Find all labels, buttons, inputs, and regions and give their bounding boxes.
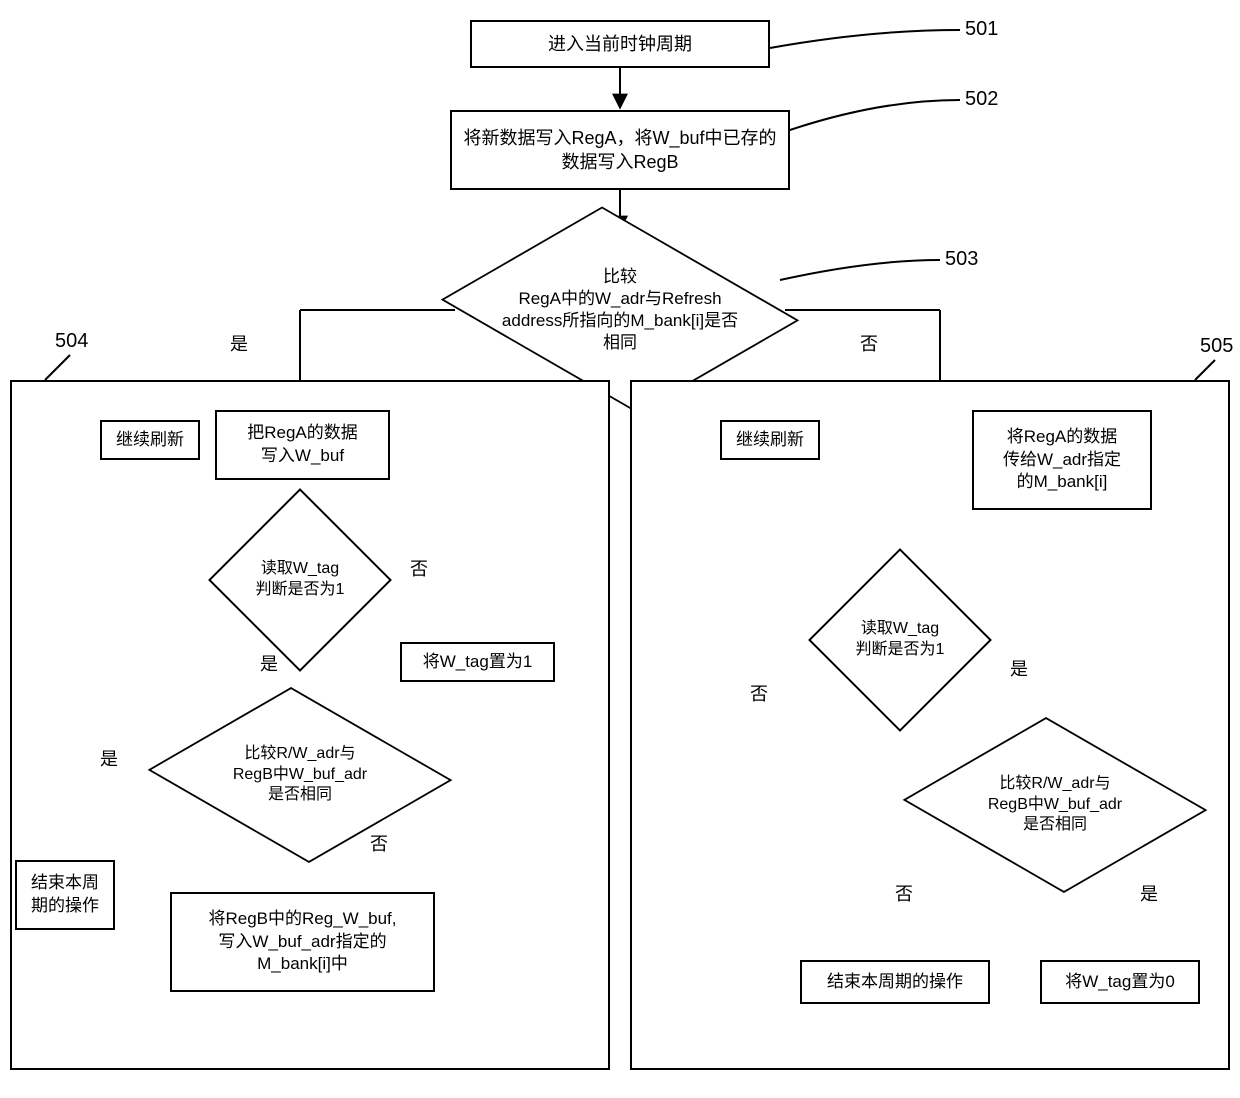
text: 将RegB中的Reg_W_buf, 写入W_buf_adr指定的 M_bank[…	[208, 908, 396, 977]
left-cmp-no: 否	[370, 830, 388, 856]
right-wtag-no: 否	[750, 680, 768, 706]
label-503-no: 否	[860, 330, 878, 356]
left-end: 结束本周 期的操作	[15, 860, 115, 930]
left-cmp-adr: 比较R/W_adr与 RegB中W_buf_adr 是否相同	[210, 695, 390, 855]
left-wtag-check: 读取W_tag 判断是否为1	[235, 515, 365, 645]
ref-505: 505	[1200, 335, 1233, 358]
ref-502: 502	[965, 88, 998, 111]
left-set-wtag1: 将W_tag置为1	[400, 642, 555, 682]
right-cmp-yes: 是	[1140, 880, 1158, 906]
left-wtag-no: 否	[410, 555, 428, 581]
decision-compare-wadr-refresh: 比较 RegA中的W_adr与Refresh address所指向的M_bank…	[510, 220, 730, 400]
ref-501: 501	[965, 18, 998, 41]
right-end: 结束本周期的操作	[800, 960, 990, 1004]
right-wtag-yes: 是	[1010, 655, 1028, 681]
text: 将新数据写入RegA，将W_buf中已存的数据写入RegB	[462, 126, 778, 175]
right-cmp-adr: 比较R/W_adr与 RegB中W_buf_adr 是否相同	[965, 725, 1145, 885]
text: 结束本周期的操作	[827, 971, 963, 994]
left-cmp-yes: 是	[100, 745, 118, 771]
node-enter-clock: 进入当前时钟周期	[470, 20, 770, 68]
ref-504: 504	[55, 330, 88, 353]
right-set-wtag0: 将W_tag置为0	[1040, 960, 1200, 1004]
text: 继续刷新	[116, 429, 184, 452]
text: 结束本周 期的操作	[31, 872, 99, 918]
right-cmp-no: 否	[895, 880, 913, 906]
left-wbuf: 把RegA的数据 写入W_buf	[215, 410, 390, 480]
left-write-regb: 将RegB中的Reg_W_buf, 写入W_buf_adr指定的 M_bank[…	[170, 892, 435, 992]
right-pass: 将RegA的数据 传给W_adr指定 的M_bank[i]	[972, 410, 1152, 510]
left-refresh: 继续刷新	[100, 420, 200, 460]
flowchart-canvas: 进入当前时钟周期 将新数据写入RegA，将W_buf中已存的数据写入RegB 比…	[0, 0, 1240, 1098]
text: 读取W_tag 判断是否为1	[209, 559, 391, 601]
text: 比较R/W_adr与 RegB中W_buf_adr 是否相同	[929, 774, 1181, 836]
text: 比较 RegA中的W_adr与Refresh address所指向的M_bank…	[466, 266, 774, 354]
text: 将W_tag置为0	[1065, 971, 1175, 994]
label-503-yes: 是	[230, 330, 248, 356]
text: 将RegA的数据 传给W_adr指定 的M_bank[i]	[1003, 426, 1121, 495]
text: 把RegA的数据 写入W_buf	[247, 422, 358, 468]
text: 读取W_tag 判断是否为1	[809, 619, 991, 661]
text: 将W_tag置为1	[423, 651, 533, 674]
text: 比较R/W_adr与 RegB中W_buf_adr 是否相同	[174, 744, 426, 806]
text: 继续刷新	[736, 429, 804, 452]
right-wtag-check: 读取W_tag 判断是否为1	[835, 575, 965, 705]
right-refresh: 继续刷新	[720, 420, 820, 460]
node-write-rega-regb: 将新数据写入RegA，将W_buf中已存的数据写入RegB	[450, 110, 790, 190]
ref-503: 503	[945, 248, 978, 271]
left-wtag-yes: 是	[260, 650, 278, 676]
text: 进入当前时钟周期	[548, 32, 692, 56]
